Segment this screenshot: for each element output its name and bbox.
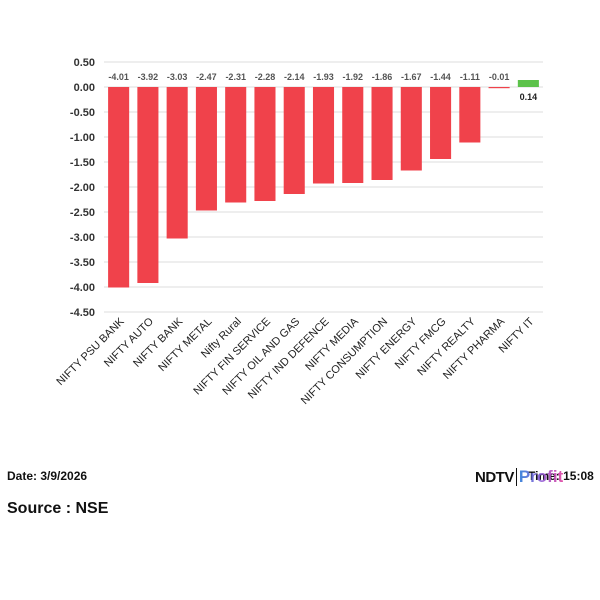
data-label: -3.92 [138, 72, 159, 82]
bar-chart: 0.50 0.00 -0.50 -1.00 -1.50 -2.00 -2.50 -3.00 -3… [54, 57, 543, 407]
data-label: -4.01 [108, 72, 129, 82]
bar [430, 87, 452, 159]
y-axis-ticks: 0.50 0.00 -0.50 -1.00 -1.50 -2.00 -2.50 -3.00 -3… [70, 57, 95, 319]
bar [400, 87, 422, 171]
data-label: -2.47 [196, 72, 217, 82]
bar [371, 87, 393, 180]
bar [166, 87, 188, 239]
source-label: Source : NSE [7, 500, 109, 517]
data-label: -1.93 [313, 72, 334, 82]
data-label: 0.14 [520, 92, 538, 102]
data-label: -2.31 [225, 72, 246, 82]
logo-ndtv-text: NDTV [475, 468, 514, 486]
bar [459, 87, 481, 143]
y-tick-label: 0.00 [74, 82, 95, 94]
y-tick-label: -4.50 [70, 307, 95, 319]
y-tick-label: 0.50 [74, 57, 95, 69]
data-label: -1.92 [343, 72, 364, 82]
bar [225, 87, 247, 203]
logo-divider [515, 468, 517, 486]
bar [517, 80, 539, 87]
ndtv-profit-logo: NDTV Profit [475, 466, 563, 488]
bar [137, 87, 159, 283]
y-tick-label: -2.50 [70, 207, 95, 219]
bar [312, 87, 335, 184]
data-label: -1.11 [460, 72, 480, 82]
time-label: Time: 15:08 [528, 469, 594, 483]
data-label: -1.67 [401, 72, 422, 82]
bar [195, 87, 217, 211]
data-labels: -4.01 -3.92 -3.03 -2.47 -2.31 -2.28 -2.14 -1.93… [108, 72, 537, 102]
y-tick-label: -2.00 [70, 182, 95, 194]
data-label: -2.28 [255, 72, 276, 82]
data-label: -1.44 [430, 72, 451, 82]
y-tick-label: -3.50 [70, 257, 95, 269]
data-label: -2.14 [284, 72, 305, 82]
y-tick-label: -1.50 [70, 157, 95, 169]
bar [342, 87, 364, 183]
bar [108, 87, 130, 288]
y-tick-label: -1.00 [70, 132, 95, 144]
y-tick-label: -4.00 [70, 282, 95, 294]
data-label: -0.01 [489, 72, 510, 82]
bars [108, 80, 539, 288]
data-label: -1.86 [372, 72, 393, 82]
date-label: Date: 3/9/2026 [7, 469, 88, 483]
y-tick-label: -3.00 [70, 232, 95, 244]
data-label: -3.03 [167, 72, 188, 82]
logo-profit-text: Profit [518, 467, 564, 486]
bar [254, 87, 276, 201]
y-tick-label: -0.50 [70, 107, 95, 119]
bar [283, 87, 305, 194]
bar [488, 87, 510, 89]
